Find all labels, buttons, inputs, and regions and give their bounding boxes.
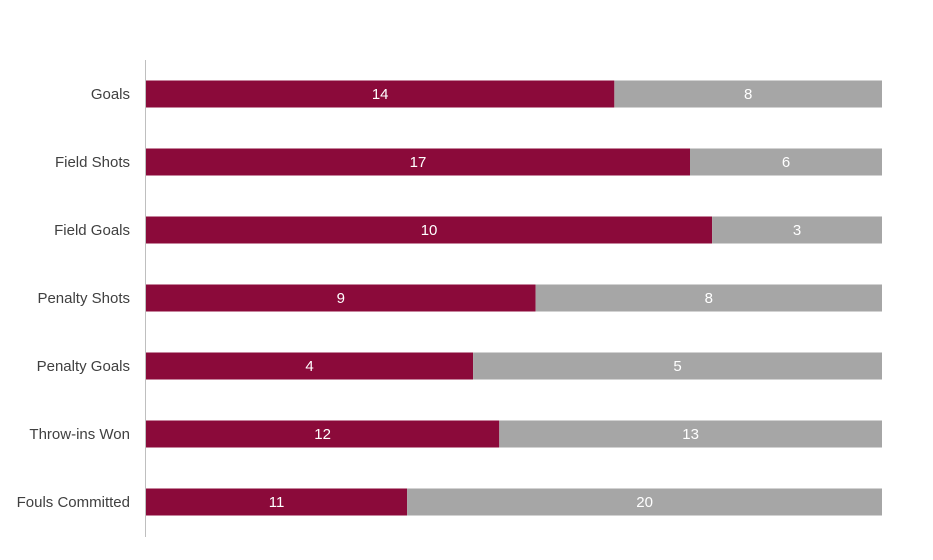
- data-label-series1-goals: 14: [372, 86, 389, 103]
- data-label-series1-field-shots: 17: [410, 154, 427, 171]
- category-label-throw-ins-won: Throw-ins Won: [29, 426, 130, 443]
- data-label-series1-throw-ins-won: 12: [314, 426, 331, 443]
- bar-series2-field-goals: [712, 216, 882, 244]
- category-label-penalty-goals: Penalty Goals: [37, 358, 130, 375]
- bar-series2-penalty-goals: [473, 352, 882, 380]
- data-label-series2-fouls-committed: 20: [636, 494, 653, 511]
- bar-series1-penalty-shots: [146, 284, 536, 312]
- category-label-penalty-shots: Penalty Shots: [37, 290, 130, 307]
- data-label-series2-penalty-goals: 5: [673, 358, 681, 375]
- bar-series2-field-shots: [690, 148, 882, 176]
- data-label-series2-field-shots: 6: [782, 154, 790, 171]
- data-label-series1-fouls-committed: 11: [269, 494, 285, 511]
- bar-series2-throw-ins-won: [499, 420, 882, 448]
- bar-series1-field-shots: [146, 148, 690, 176]
- data-label-series2-field-goals: 3: [793, 222, 801, 239]
- bar-series1-field-goals: [146, 216, 713, 244]
- data-label-series2-penalty-shots: 8: [705, 290, 713, 307]
- bar-series2-fouls-committed: [407, 488, 882, 516]
- data-label-series1-penalty-shots: 9: [337, 290, 345, 307]
- bar-series1-goals: [146, 80, 615, 108]
- category-label-field-shots: Field Shots: [55, 154, 130, 171]
- data-label-series2-goals: 8: [744, 86, 752, 103]
- category-label-field-goals: Field Goals: [54, 222, 130, 239]
- bar-series1-fouls-committed: [146, 488, 408, 516]
- bar-series2-penalty-shots: [535, 284, 882, 312]
- bar-series1-throw-ins-won: [146, 420, 500, 448]
- category-label-fouls-committed: Fouls Committed: [17, 494, 130, 511]
- bar-series1-penalty-goals: [146, 352, 474, 380]
- labels-group: 14 8 Goals 17 6 Field Shots 10 3 Field Goals 9 8 Pe…: [17, 86, 802, 511]
- data-label-series2-throw-ins-won: 13: [682, 426, 699, 443]
- data-label-series1-penalty-goals: 4: [305, 358, 313, 375]
- category-label-goals: Goals: [91, 86, 130, 103]
- data-label-series1-field-goals: 10: [421, 222, 438, 239]
- bars-group: [146, 80, 882, 516]
- bar-series2-goals: [614, 80, 882, 108]
